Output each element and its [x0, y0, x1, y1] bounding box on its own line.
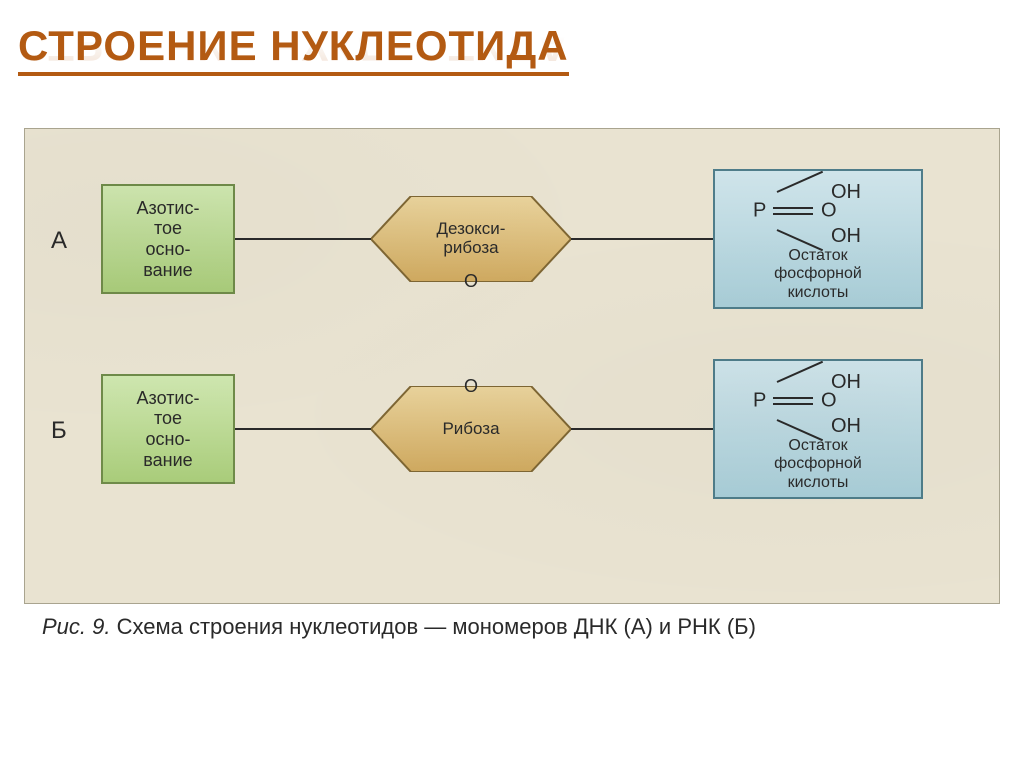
figure-caption: Рис. 9. Схема строения нуклеотидов — мон… [42, 614, 756, 640]
figure-panel: ААзотис- тое осно- ваниеДезокси- рибозаO… [24, 128, 1000, 604]
bond-line [235, 238, 371, 240]
phosphorus-label: P [753, 390, 766, 413]
sugar-hexagon: РибозаO [371, 386, 571, 472]
bond-line [571, 238, 713, 240]
phosphate-caption: Остаток фосфорной кислоты [725, 247, 911, 302]
title-underline [18, 72, 569, 76]
slide-title-text: СТРОЕНИЕ НУКЛЕОТИДА [18, 22, 569, 69]
single-bond [777, 361, 823, 383]
figure-number: Рис. 9. [42, 614, 110, 639]
slide: СТРОЕНИЕ НУКЛЕОТИДА СТРОЕНИЕ НУКЛЕОТИДА … [0, 0, 1024, 767]
hydroxyl-label: OH [831, 371, 861, 394]
phosphate-structure: POOHOH [725, 181, 911, 243]
oxygen-atom-label: O [464, 376, 478, 397]
phosphorus-label: P [753, 200, 766, 223]
sugar-hexagon: Дезокси- рибозаO [371, 196, 571, 282]
nitrogenous-base-box: Азотис- тое осно- вание [101, 184, 235, 294]
bond-line [235, 428, 371, 430]
nitrogenous-base-box: Азотис- тое осно- вание [101, 374, 235, 484]
sugar-label: Рибоза [371, 386, 571, 472]
hydroxyl-label: OH [831, 415, 861, 438]
figure-caption-text: Схема строения нуклеотидов — мономеров Д… [117, 614, 756, 639]
double-bond [773, 207, 813, 209]
sugar-label: Дезокси- рибоза [371, 196, 571, 282]
oxygen-atom-label: O [464, 271, 478, 292]
row-letter-A: А [51, 227, 67, 255]
double-bond [773, 403, 813, 405]
phosphate-box: POOHOHОстаток фосфорной кислоты [713, 169, 923, 309]
phosphate-structure: POOHOH [725, 371, 911, 433]
row-letter-B: Б [51, 417, 67, 445]
hydroxyl-label: OH [831, 181, 861, 204]
phosphate-caption: Остаток фосфорной кислоты [725, 437, 911, 492]
single-bond [777, 171, 823, 193]
double-bond [773, 397, 813, 399]
double-bond [773, 213, 813, 215]
slide-title: СТРОЕНИЕ НУКЛЕОТИДА СТРОЕНИЕ НУКЛЕОТИДА [18, 22, 569, 70]
hydroxyl-label: OH [831, 225, 861, 248]
phosphate-box: POOHOHОстаток фосфорной кислоты [713, 359, 923, 499]
bond-line [571, 428, 713, 430]
